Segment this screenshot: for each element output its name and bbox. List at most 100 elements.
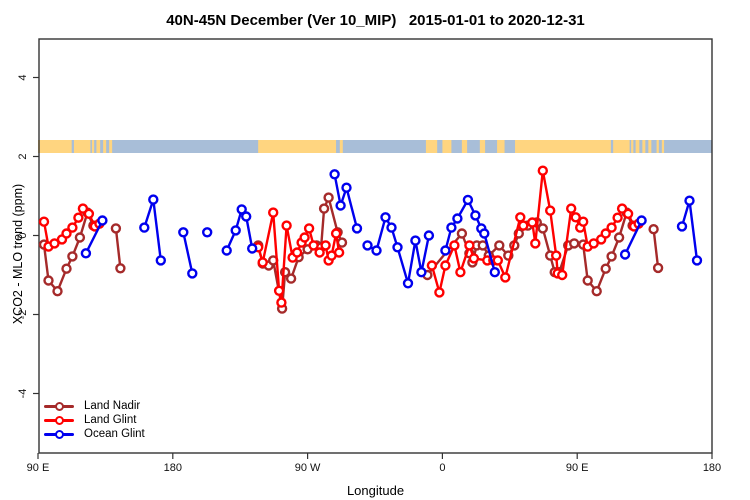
data-point-land-glint (73, 212, 84, 223)
data-point-ocean-glint (187, 268, 198, 279)
data-point-land-glint (61, 228, 72, 239)
map-strip-land (442, 140, 452, 153)
data-point-ocean-glint (392, 242, 403, 253)
data-point-land-nadir (606, 251, 617, 262)
map-strip-land (425, 140, 438, 153)
data-point-ocean-glint (676, 221, 688, 232)
data-point-ocean-glint (386, 222, 397, 233)
data-point-land-glint (578, 216, 589, 227)
x-axis-label: Longitude (346, 483, 405, 498)
data-point-land-glint (464, 240, 475, 251)
data-point-land-glint (588, 238, 599, 249)
data-point-land-glint (38, 216, 50, 227)
data-point-land-glint (612, 212, 623, 223)
data-point-ocean-glint (362, 240, 373, 251)
data-point-land-glint (314, 247, 325, 258)
data-point-land-glint (308, 240, 319, 251)
data-point-land-glint (622, 208, 634, 220)
data-point-land-glint (276, 297, 287, 308)
data-point-land-glint (303, 223, 315, 234)
data-point-land-nadir (43, 275, 54, 286)
land-glint-marker-icon (44, 413, 74, 427)
data-point-land-nadir (494, 240, 505, 251)
data-point-land-nadir (537, 223, 548, 234)
data-point-land-glint (333, 247, 345, 258)
data-point-ocean-glint (80, 248, 92, 259)
x-tick-label: 90 W (295, 462, 321, 474)
data-point-land-nadir (613, 232, 625, 243)
data-point-land-glint (566, 203, 577, 214)
y-tick-label: 2 (17, 153, 29, 159)
x-tick-label: 90 E (27, 462, 50, 474)
data-point-land-glint (551, 250, 562, 261)
data-point-land-glint (500, 272, 511, 283)
series-line-ocean-glint (623, 219, 643, 256)
y-axis-label: XCO2 - MLO trend (ppm) (11, 183, 25, 325)
data-point-ocean-glint (335, 200, 346, 211)
data-point-land-nadir (456, 228, 468, 239)
x-tick-label: 90 E (566, 462, 589, 474)
data-point-land-nadir (115, 263, 126, 274)
data-point-land-nadir (285, 273, 297, 284)
legend-label: Land Glint (84, 414, 137, 426)
legend: Land Nadir Land Glint Ocean Glint (44, 399, 145, 441)
map-strip-land (656, 140, 659, 153)
data-point-ocean-glint (329, 169, 340, 180)
data-point-ocean-glint (201, 227, 213, 238)
data-point-land-glint (67, 222, 78, 233)
map-strip-land (73, 140, 91, 153)
y-tick-label: -2 (17, 310, 29, 320)
map-strip-land (479, 140, 486, 153)
data-point-land-glint (518, 220, 529, 231)
data-point-land-glint (49, 238, 60, 249)
series-line-ocean-glint (333, 173, 359, 230)
data-point-ocean-glint (380, 212, 391, 223)
map-strip-land (631, 140, 634, 153)
data-point-land-glint (492, 255, 503, 266)
legend-item-land-glint: Land Glint (44, 413, 145, 427)
data-point-land-glint (330, 228, 342, 239)
data-point-land-nadir (600, 263, 611, 274)
data-point-land-nadir (652, 262, 664, 274)
y-tick-label: 0 (17, 232, 29, 238)
data-point-ocean-glint (489, 267, 500, 278)
data-point-ocean-glint (691, 255, 703, 266)
x-tick-label: 180 (703, 462, 721, 474)
data-point-ocean-glint (462, 194, 474, 206)
y-tick-label: 4 (17, 74, 29, 80)
data-point-ocean-glint (636, 215, 647, 226)
data-point-land-nadir (336, 237, 348, 248)
data-point-ocean-glint (97, 215, 108, 226)
map-strip-land (339, 140, 343, 153)
map-strip-land (109, 140, 113, 153)
data-point-ocean-glint (440, 245, 451, 256)
data-point-ocean-glint (139, 222, 150, 233)
y-tick-label: -4 (17, 389, 29, 399)
map-strip-land (103, 140, 107, 153)
data-point-ocean-glint (470, 210, 481, 221)
land-nadir-marker-icon (44, 399, 74, 413)
data-point-land-glint (557, 269, 568, 281)
data-point-ocean-glint (410, 235, 421, 246)
map-strip-ocean (39, 140, 712, 153)
data-point-ocean-glint (341, 182, 352, 193)
data-point-land-glint (606, 222, 617, 233)
data-point-ocean-glint (230, 225, 241, 236)
map-strip-land (613, 140, 630, 153)
map-strip-land (642, 140, 646, 153)
data-point-land-glint (268, 207, 279, 218)
data-point-land-nadir (591, 286, 602, 297)
data-point-ocean-glint (221, 245, 232, 256)
map-strip-land (91, 140, 95, 153)
data-point-land-glint (440, 260, 451, 271)
map-strip-land (635, 140, 640, 153)
map-strip-land (96, 140, 101, 153)
series-line-land-nadir (652, 227, 660, 270)
legend-item-ocean-glint: Ocean Glint (44, 427, 145, 441)
data-point-land-nadir (569, 238, 580, 249)
data-point-ocean-glint (619, 249, 631, 260)
data-point-land-nadir (61, 263, 72, 274)
data-point-ocean-glint (416, 267, 427, 278)
data-point-land-glint (257, 257, 268, 268)
data-point-ocean-glint (684, 195, 695, 206)
